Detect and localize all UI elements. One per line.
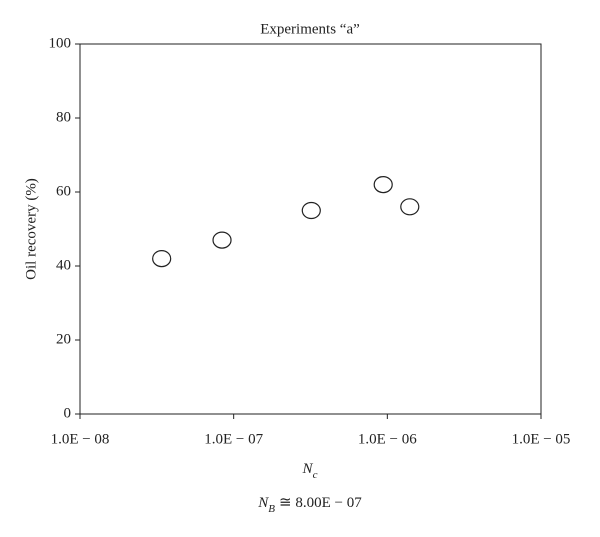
y-tick-label: 80 bbox=[56, 109, 71, 125]
y-tick-label: 0 bbox=[64, 405, 72, 421]
marker bbox=[373, 176, 393, 194]
x-tick-label: 1.0E − 05 bbox=[512, 431, 571, 447]
chart-title: Experiments “a” bbox=[260, 21, 360, 37]
marker bbox=[212, 231, 232, 249]
annotation: NB ≅ 8.00E − 07 bbox=[257, 495, 362, 514]
y-tick-label: 40 bbox=[56, 257, 71, 273]
marker bbox=[400, 198, 420, 216]
x-tick-label: 1.0E − 07 bbox=[204, 431, 263, 447]
x-tick-label: 1.0E − 08 bbox=[51, 431, 110, 447]
x-label-sub: c bbox=[313, 469, 318, 481]
y-axis-label: Oil recovery (%) bbox=[23, 178, 39, 280]
annotation-text: ≅ 8.00E − 07 bbox=[279, 495, 362, 511]
plot-frame bbox=[79, 43, 542, 415]
marker bbox=[152, 250, 172, 268]
marker bbox=[301, 201, 321, 220]
x-label-symbol: N bbox=[302, 461, 314, 477]
x-tick-label: 1.0E − 06 bbox=[358, 431, 417, 447]
y-tick-label: 20 bbox=[56, 331, 71, 347]
x-axis-label: Nc bbox=[302, 461, 318, 480]
y-tick-label: 60 bbox=[56, 183, 71, 199]
annotation-sub: B bbox=[268, 503, 275, 515]
annotation-symbol: N bbox=[257, 495, 269, 511]
y-tick-label: 100 bbox=[49, 35, 72, 51]
